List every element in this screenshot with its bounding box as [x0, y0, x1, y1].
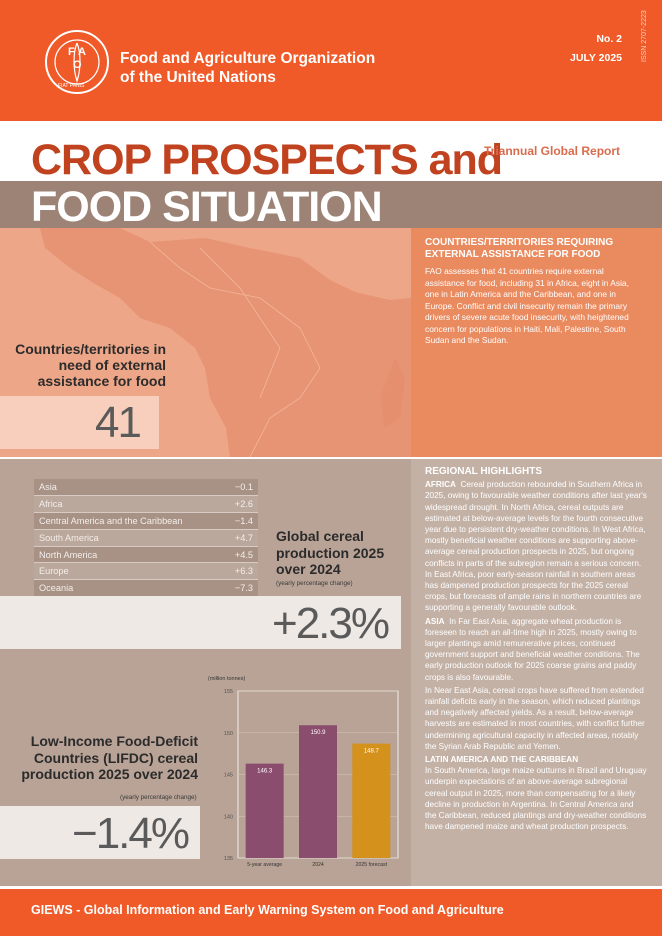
countries-need-box — [0, 396, 159, 449]
report-title-line1: CROP PROSPECTS and — [31, 136, 503, 184]
regional-highlights: REGIONAL HIGHLIGHTS AFRICA Cereal produc… — [425, 466, 647, 835]
region-name: Africa — [34, 495, 224, 514]
africa-text: Cereal production rebounded in Southern … — [425, 480, 647, 613]
latam-label: LATIN AMERICA AND THE CARIBBEAN — [425, 755, 579, 765]
region-value: −7.3 — [223, 579, 258, 598]
region-value: −1.4 — [223, 512, 258, 530]
lifdc-note: (yearly percentage change) — [120, 794, 197, 801]
bar-value-label: 148.7 — [364, 749, 380, 755]
bar-2 — [299, 725, 337, 858]
fao-logo: F A O FIAT PANIS — [45, 30, 109, 94]
report-subtitle: Triannual Global Report — [484, 144, 621, 158]
header-band — [0, 0, 662, 121]
y-tick-label: 135 — [224, 856, 233, 862]
y-tick-label: 140 — [224, 814, 233, 820]
table-row: Africa +2.6 — [34, 495, 258, 514]
footer-divider — [0, 886, 662, 889]
lifdc-label: Low-Income Food-Deficit Countries (LIFDC… — [21, 733, 198, 782]
y-tick-label: 145 — [224, 773, 233, 779]
organization-name: Food and Agriculture Organization of the… — [120, 50, 376, 86]
table-row: Central America and the Caribbean −1.4 — [34, 512, 258, 530]
asia-text: In Far East Asia, aggregate wheat produc… — [425, 616, 640, 682]
lifdc-bar-chart: (million tonnes) 135 140 145 150 155 146.3 5-ye… — [208, 676, 399, 868]
region-value: +4.5 — [223, 546, 258, 564]
region-name: Asia — [34, 479, 224, 497]
asia-label: ASIA — [425, 616, 445, 626]
report-title-line2: FOOD SITUATION — [31, 183, 383, 231]
table-row: Asia −0.1 — [34, 479, 258, 497]
issue-info: No. 2 JULY 2025 — [570, 30, 622, 68]
x-tick-label: 5-year average — [247, 862, 282, 868]
region-value: +6.3 — [223, 562, 258, 581]
lifdc-box — [0, 806, 200, 859]
svg-text:FIAT PANIS: FIAT PANIS — [58, 83, 85, 89]
title-band — [0, 181, 662, 228]
global-cereal-note: (yearly percentage change) — [276, 580, 353, 587]
bar-3 — [352, 743, 391, 858]
countries-need-heading: COUNTRIES/TERRITORIES REQUIRING EXTERNAL… — [425, 237, 614, 260]
latam-text: In South America, large maize outturns i… — [425, 766, 647, 832]
global-cereal-box — [0, 596, 401, 649]
x-tick-label: 2024 — [312, 862, 324, 868]
countries-need-text: FAO assesses that 41 countries require e… — [425, 266, 629, 345]
countries-need-label: Countries/territories in need of externa… — [15, 341, 166, 389]
bar-value-label: 150.9 — [310, 730, 326, 736]
y-tick-label: 150 — [224, 731, 233, 737]
region-name: North America — [34, 546, 224, 564]
section-divider — [0, 457, 662, 459]
region-name: Oceania — [34, 579, 224, 598]
table-row: Europe +6.3 — [34, 562, 258, 581]
y-axis-label: (million tonnes) — [208, 676, 245, 682]
svg-text:A: A — [78, 46, 86, 58]
latam-highlight: LATIN AMERICA AND THE CARIBBEAN In South … — [425, 754, 647, 832]
regional-cereal-table: Asia −0.1 Africa +2.6 Central America and th… — [34, 479, 258, 614]
region-value: +4.7 — [223, 529, 258, 547]
footer-text: GIEWS - Global Information and Early War… — [31, 903, 504, 917]
table-row: South America +4.7 — [34, 529, 258, 547]
bar-value-label: 146.3 — [257, 769, 273, 775]
countries-need-panel — [411, 228, 662, 457]
region-value: +2.6 — [223, 495, 258, 514]
regional-highlights-heading: REGIONAL HIGHLIGHTS — [425, 466, 543, 477]
africa-highlight: AFRICA Cereal production rebounded in So… — [425, 479, 647, 613]
regional-highlights-panel — [411, 459, 662, 888]
africa-label: AFRICA — [425, 480, 456, 490]
global-cereal-label: Global cereal production 2025 over 2024 — [276, 528, 385, 577]
region-name: Central America and the Caribbean — [34, 512, 224, 530]
x-tick-label: 2025 forecast — [356, 862, 388, 868]
africa-map — [40, 228, 411, 457]
region-name: Europe — [34, 562, 224, 581]
table-row: Oceania −7.3 — [34, 579, 258, 598]
footer: GIEWS - Global Information and Early War… — [0, 889, 662, 936]
issn: ISSN 2707-2223 — [641, 10, 648, 62]
region-name: South America — [34, 529, 224, 547]
global-cereal-value: +2.3% — [272, 599, 390, 648]
issue-date: JULY 2025 — [570, 52, 622, 64]
asia-highlight: ASIA In Far East Asia, aggregate wheat p… — [425, 616, 647, 683]
countries-need-value: 41 — [95, 398, 142, 447]
bar-1 — [245, 763, 284, 858]
issue-number: No. 2 — [596, 33, 622, 45]
svg-text:F: F — [68, 46, 75, 58]
svg-text:O: O — [73, 59, 82, 71]
y-tick-label: 155 — [224, 689, 233, 695]
near-east-text: In Near East Asia, cereal crops have suf… — [425, 685, 645, 751]
table-row: North America +4.5 — [34, 546, 258, 564]
region-value: −0.1 — [223, 479, 258, 497]
lifdc-value: −1.4% — [72, 809, 190, 858]
